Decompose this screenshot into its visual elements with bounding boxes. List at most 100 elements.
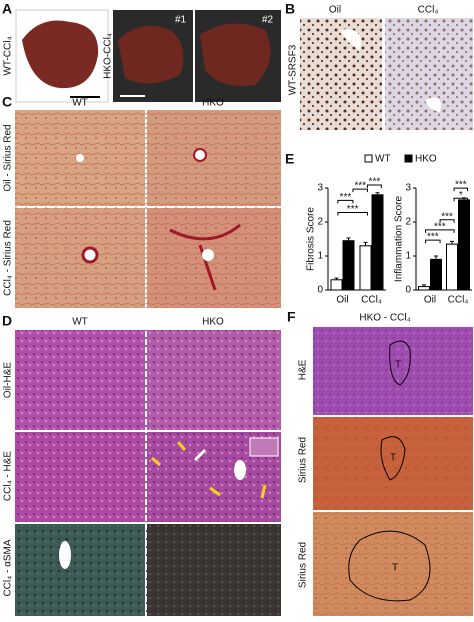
significance-label: *** — [441, 211, 453, 222]
significance-bracket — [366, 184, 382, 189]
panel-letter: D — [2, 313, 12, 329]
row-label: CCl₄ - Sirius Red — [3, 220, 14, 296]
micrograph-texture — [15, 330, 281, 522]
panel-title: HKO - CCl₄ — [359, 313, 410, 324]
y-tick-label: 3 — [317, 183, 323, 194]
col-label: WT — [72, 98, 88, 109]
liver — [22, 20, 99, 89]
bar — [430, 258, 442, 291]
vessel — [76, 154, 84, 162]
arrow — [193, 448, 207, 462]
f-images — [313, 327, 473, 616]
vessel — [425, 97, 441, 112]
legend-label: HKO — [415, 154, 437, 165]
y-tick-label: 1 — [317, 251, 323, 262]
significance-bracket — [453, 197, 469, 202]
micrograph-texture — [300, 18, 382, 130]
micrograph-texture — [313, 327, 473, 415]
inset — [249, 437, 279, 457]
bar — [359, 245, 372, 291]
significance-bracket — [337, 212, 368, 216]
y-tick-label: 0 — [405, 285, 411, 296]
significance-bracket — [425, 229, 455, 233]
panel-letter: B — [285, 1, 295, 17]
row-label: CCl₄ - αSMA — [3, 539, 14, 596]
significance-bracket — [352, 188, 368, 193]
panel-letter: E — [285, 151, 294, 167]
row-label: WT-SRSF3 — [288, 44, 299, 95]
significance-label: *** — [347, 204, 359, 215]
col-label: HKO — [202, 317, 224, 328]
liver — [200, 23, 271, 87]
row-label: Sirius Red — [298, 437, 309, 483]
row-label: Oil-H&E — [3, 362, 14, 398]
bar — [371, 194, 384, 291]
y-tick-label: 3 — [405, 183, 411, 194]
arrow — [151, 441, 267, 499]
x-tick-label: Oil — [336, 295, 348, 306]
tumor-outline — [389, 340, 411, 386]
row-label: H&E — [298, 359, 309, 380]
legend-swatch — [404, 154, 413, 163]
panel-letter: A — [2, 1, 12, 17]
y-tick-label: 1 — [405, 251, 411, 262]
significance-bracket — [425, 239, 441, 244]
vessel — [340, 29, 361, 50]
vessel — [59, 541, 71, 569]
y-tick-label: 0 — [317, 285, 323, 296]
d-images — [15, 330, 281, 616]
bar — [446, 243, 458, 291]
panel-letter: F — [287, 309, 296, 325]
bar — [342, 240, 355, 291]
vessel — [193, 148, 207, 162]
micrograph-texture — [385, 18, 473, 130]
significance-label: *** — [354, 181, 366, 192]
col-label: CCl₄ — [418, 5, 439, 16]
x-tick-label: CCl₄ — [361, 295, 382, 306]
row-label: Oil - Sirius Red — [3, 124, 14, 191]
significance-label: *** — [427, 232, 439, 243]
vessel — [81, 246, 99, 264]
row-label: CCl₄ - H&E — [3, 451, 14, 502]
bar — [458, 199, 470, 291]
micrograph-texture — [15, 524, 281, 616]
row-label: WT-CCl₄ — [3, 36, 14, 75]
panel-letter: C — [2, 94, 12, 110]
legend-swatch — [364, 154, 373, 163]
row-label: Sirius Red — [298, 542, 309, 588]
y-axis-label: Fibrosis Score — [306, 207, 317, 271]
significance-bracket — [453, 187, 469, 192]
tumor-outline — [380, 436, 406, 481]
significance-bracket — [337, 199, 354, 204]
bar — [418, 286, 430, 291]
col-label: Oil — [329, 5, 341, 16]
legend-label: WT — [375, 154, 391, 165]
tumor-label: T — [390, 453, 396, 464]
vessel — [202, 249, 214, 261]
liver — [118, 25, 184, 84]
y-tick-label: 2 — [405, 217, 411, 228]
significance-label: *** — [369, 177, 381, 188]
x-tick-label: Oil — [424, 295, 436, 306]
significance-label: *** — [434, 222, 446, 233]
col-label: HKO — [202, 98, 224, 109]
significance-label: *** — [455, 180, 467, 191]
row-label: HKO-CCl₄ — [103, 33, 114, 79]
sample-label: #1 — [175, 15, 187, 26]
tumor-label: T — [392, 563, 398, 574]
significance-label: * — [459, 190, 463, 201]
tumor-label: T — [395, 360, 401, 371]
c-images — [15, 110, 281, 308]
bar — [330, 279, 343, 291]
y-tick-label: 2 — [317, 217, 323, 228]
col-label: WT — [72, 317, 88, 328]
sample-label: #2 — [262, 15, 274, 26]
significance-label: *** — [340, 192, 352, 203]
fibrosis — [169, 223, 241, 291]
x-tick-label: CCl₄ — [448, 295, 469, 306]
vessel — [234, 460, 246, 480]
